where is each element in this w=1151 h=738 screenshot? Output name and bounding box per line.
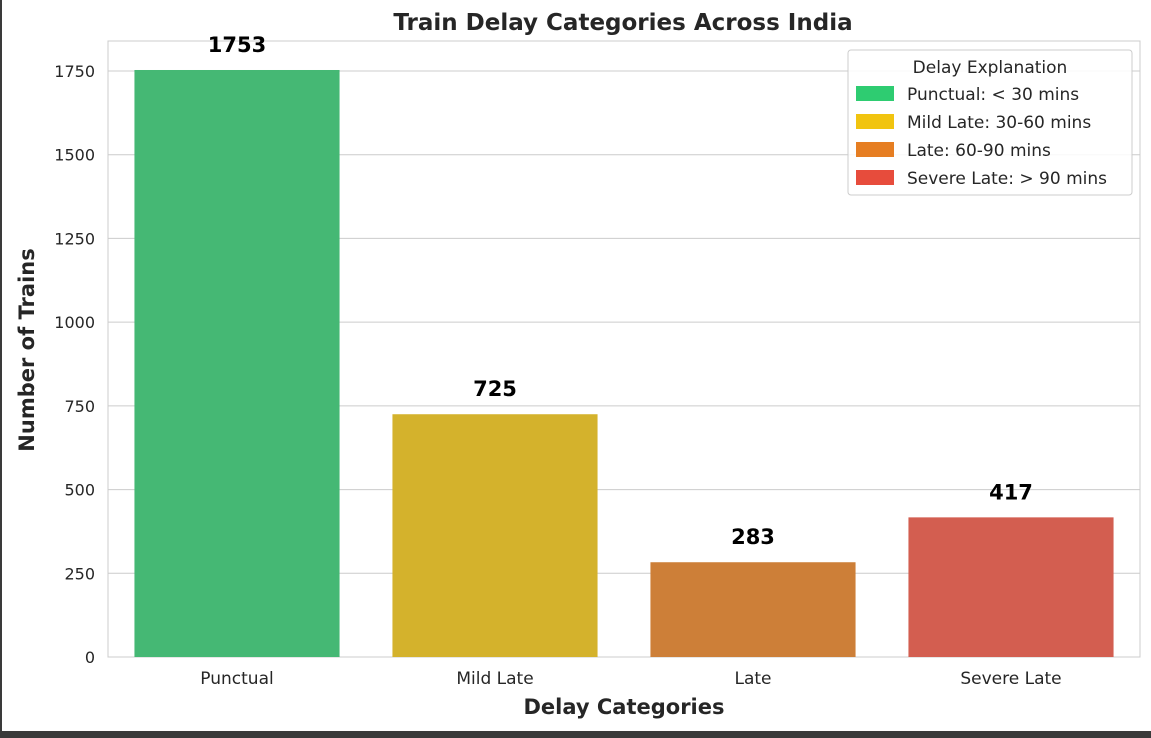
bar-value-label: 725 xyxy=(473,377,517,401)
y-tick-label: 750 xyxy=(64,397,95,416)
legend-frame xyxy=(847,49,1133,196)
bars xyxy=(134,69,1114,658)
x-tick-label: Late xyxy=(734,669,771,689)
legend: Delay Explanation Punctual: < 30 mins Mil… xyxy=(847,49,1133,196)
legend-entries: Punctual: < 30 mins Mild Late: 30-60 mins… xyxy=(856,85,1107,189)
bar-value-label: 1753 xyxy=(208,33,266,57)
x-tick-labels: Punctual Mild Late Late Severe Late xyxy=(200,669,1061,689)
x-tick-label: Severe Late xyxy=(960,669,1061,689)
bar-severe-late xyxy=(908,517,1114,657)
x-tick-label: Mild Late xyxy=(456,669,533,689)
legend-swatch xyxy=(856,114,894,129)
y-tick-label: 1000 xyxy=(54,313,95,332)
y-tick-label: 1750 xyxy=(54,62,95,81)
legend-label: Punctual: < 30 mins xyxy=(907,85,1079,105)
y-tick-label: 1500 xyxy=(54,146,95,165)
y-tick-label: 250 xyxy=(64,564,95,583)
y-tick-label: 0 xyxy=(85,648,95,667)
bar-punctual xyxy=(134,69,340,658)
y-tick-label: 1250 xyxy=(54,229,95,248)
y-tick-labels: 0 250 500 750 1000 1250 1500 1750 xyxy=(54,62,95,667)
x-axis-label: Delay Categories xyxy=(523,695,724,719)
bar-value-labels: 1753 725 283 417 xyxy=(208,33,1033,549)
legend-label: Mild Late: 30-60 mins xyxy=(907,113,1091,133)
legend-label: Late: 60-90 mins xyxy=(907,141,1051,161)
chart-title: Train Delay Categories Across India xyxy=(393,10,852,36)
bar-value-label: 283 xyxy=(731,525,775,549)
legend-swatch xyxy=(856,86,894,101)
bar-value-label: 417 xyxy=(989,480,1033,504)
y-tick-label: 500 xyxy=(64,481,95,500)
legend-swatch xyxy=(856,170,894,185)
bar-mild-late xyxy=(392,414,598,657)
legend-label: Severe Late: > 90 mins xyxy=(907,169,1107,189)
legend-swatch xyxy=(856,142,894,157)
x-tick-label: Punctual xyxy=(200,669,273,689)
y-axis-label: Number of Trains xyxy=(15,248,39,451)
bar-late xyxy=(650,562,856,657)
legend-title: Delay Explanation xyxy=(913,58,1068,78)
